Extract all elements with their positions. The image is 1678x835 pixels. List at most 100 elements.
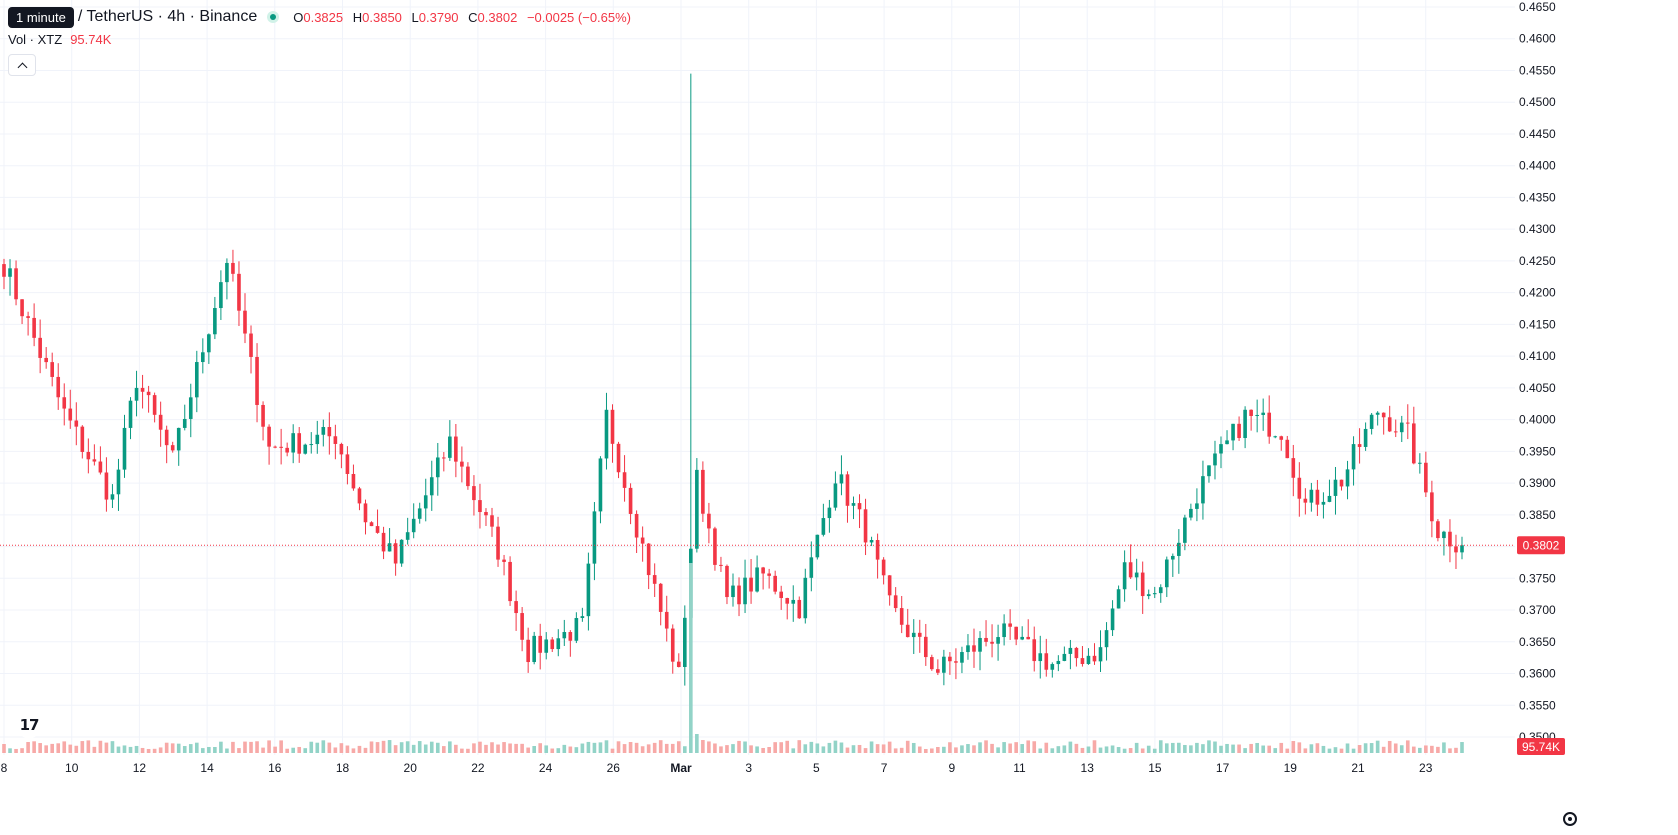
collapse-legend-button[interactable] (8, 54, 36, 76)
candle-body (285, 447, 289, 453)
last-volume-label: 95.74K (1522, 740, 1560, 754)
candle-body (538, 635, 543, 653)
volume-legend[interactable]: Vol · XTZ 95.74K (8, 32, 111, 47)
candle-body (1098, 647, 1103, 662)
volume-bar (1014, 742, 1018, 753)
candle-body (14, 268, 18, 300)
candle-body (8, 268, 12, 277)
volume-bar (207, 746, 211, 753)
high-value: 0.3850 (362, 9, 402, 25)
volume-bar (1411, 746, 1416, 753)
volume-bar (104, 742, 109, 753)
volume-bar (568, 746, 573, 753)
market-status-icon[interactable] (267, 11, 280, 23)
candle-body (1393, 431, 1398, 433)
candle-body (1189, 508, 1193, 518)
volume-bar (761, 747, 765, 753)
symbol-title[interactable]: / TetherUS · 4h · Binance (77, 8, 258, 25)
volume-bar (1363, 743, 1368, 753)
volume-bar (50, 743, 55, 753)
volume-bar (231, 741, 235, 753)
candle-body (658, 583, 663, 612)
candle-body (1201, 476, 1205, 504)
candle-body (1357, 444, 1362, 447)
volume-bar (92, 746, 97, 753)
candle-body (387, 543, 392, 552)
candle-body (26, 316, 30, 318)
volume-bar (490, 742, 494, 753)
volume-bar (1068, 741, 1073, 753)
tradingview-logo-icon[interactable]: 17 (14, 712, 44, 738)
volume-bar (899, 747, 904, 753)
volume-bar (1152, 748, 1157, 753)
volume-bar (586, 741, 591, 753)
volume-bar (1213, 741, 1217, 753)
volume-bar (26, 742, 30, 753)
volume-bar (809, 741, 814, 753)
x-tick-label: Mar (670, 761, 692, 775)
volume-bar (435, 742, 440, 753)
volume-bar (604, 740, 609, 753)
candle-body (20, 299, 24, 317)
candle-body (339, 443, 344, 455)
candle-body (526, 639, 530, 663)
volume-bar (1020, 744, 1024, 753)
candle-body (1158, 587, 1163, 594)
volume-bar (1255, 742, 1259, 753)
volume-bar (194, 742, 199, 753)
y-tick-label: 0.4200 (1519, 286, 1556, 300)
volume-bar (351, 748, 356, 753)
candle-body (176, 427, 181, 451)
volume-bar (297, 746, 302, 753)
y-tick-label: 0.4600 (1519, 32, 1556, 46)
y-tick-label: 0.4000 (1519, 413, 1556, 427)
candle-body (273, 446, 277, 448)
candle-body (761, 567, 765, 574)
volume-bar (1104, 746, 1109, 753)
candle-body (1020, 636, 1024, 640)
candle-body (369, 522, 374, 527)
x-tick-label: 10 (65, 761, 79, 775)
candle-body (110, 494, 115, 500)
candle-body (1448, 531, 1452, 547)
volume-bar (1297, 742, 1302, 753)
volume-bar (1134, 742, 1139, 753)
candle-body (592, 511, 597, 564)
x-tick-label: 8 (1, 761, 8, 775)
candle-body (231, 262, 235, 274)
volume-bar (1231, 744, 1235, 753)
candle-body (279, 446, 283, 448)
candle-body (1454, 546, 1458, 553)
candle-body (1339, 479, 1344, 487)
open-label: O (293, 9, 304, 25)
volume-bar (1237, 744, 1241, 753)
volume-bar (80, 741, 85, 753)
candle-body (1140, 572, 1145, 597)
candle-body (851, 503, 856, 506)
candle-body (1345, 469, 1350, 487)
candle-body (743, 577, 747, 605)
candle-body (182, 418, 187, 428)
volume-bar (1207, 740, 1211, 753)
volume-bar (8, 748, 12, 753)
volume-bar (1303, 748, 1308, 753)
volume-bar (134, 745, 139, 753)
volume-bar (743, 741, 747, 753)
settings-icon[interactable] (1563, 812, 1577, 826)
candle-body (194, 362, 199, 398)
candle-body (435, 457, 440, 478)
volume-bar (158, 747, 163, 753)
candle-body (261, 404, 265, 427)
volume-bar (1158, 740, 1163, 753)
candle-body (737, 585, 741, 605)
volume-bar (303, 748, 308, 753)
candle-body (779, 591, 784, 599)
y-tick-label: 0.4300 (1519, 222, 1556, 236)
candle-body (327, 427, 332, 437)
candle-body (767, 573, 771, 576)
volume-bar (1393, 743, 1398, 753)
candle-body (152, 395, 157, 415)
x-tick-label: 26 (607, 761, 621, 775)
candle-body (544, 639, 549, 653)
